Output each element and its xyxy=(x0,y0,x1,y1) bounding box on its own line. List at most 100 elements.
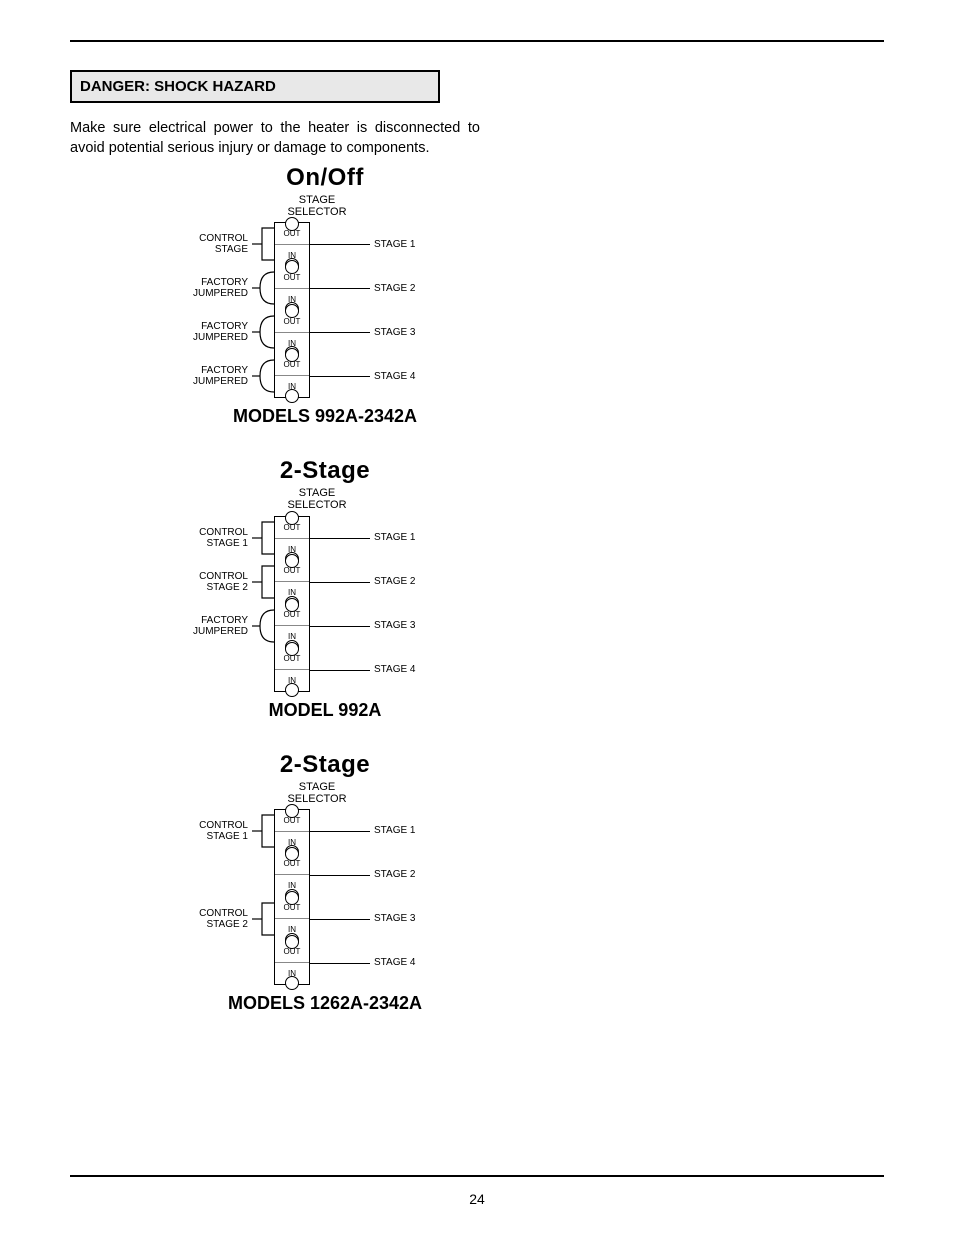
bracket-icon xyxy=(252,310,274,354)
right-label: STAGE 2 xyxy=(370,266,510,310)
terminal-circle-icon xyxy=(285,598,299,612)
terminal-circle-icon xyxy=(285,847,299,861)
terminal-out: OUT xyxy=(275,354,309,376)
stage-row: FACTORYJUMPEREDOUTINSTAGE 2 xyxy=(140,266,510,310)
selector-cell: OUTIN xyxy=(274,354,310,398)
diagrams-container: On/OffSTAGESELECTORCONTROLSTAGEOUTINSTAG… xyxy=(70,164,884,1014)
wiring-diagram: On/OffSTAGESELECTORCONTROLSTAGEOUTINSTAG… xyxy=(140,164,510,427)
right-label: STAGE 1 xyxy=(370,809,510,853)
right-label: STAGE 4 xyxy=(370,648,510,692)
left-label: FACTORYJUMPERED xyxy=(140,266,252,310)
right-label: STAGE 2 xyxy=(370,853,510,897)
left-label: CONTROLSTAGE 1 xyxy=(140,516,252,560)
terminal-out: OUT xyxy=(275,310,309,333)
bracket-icon xyxy=(252,941,274,985)
left-label: CONTROLSTAGE xyxy=(140,222,252,266)
stage-row: CONTROLSTAGE 2OUTINSTAGE 3 xyxy=(140,897,510,941)
models-label: MODELS 992A-2342A xyxy=(140,406,510,427)
bracket-icon xyxy=(252,648,274,692)
left-label: FACTORYJUMPERED xyxy=(140,310,252,354)
right-label: STAGE 3 xyxy=(370,897,510,941)
diagram-title: 2-Stage xyxy=(140,457,510,485)
selector-cell: OUTIN xyxy=(274,648,310,692)
stage-selector-label: STAGESELECTOR xyxy=(270,194,364,218)
connector-line xyxy=(310,222,370,266)
left-label xyxy=(140,941,252,985)
connector-line xyxy=(310,310,370,354)
terminal-out: OUT xyxy=(275,810,309,832)
terminal-circle-icon xyxy=(285,642,299,656)
bracket-icon xyxy=(252,897,274,941)
bottom-rule xyxy=(70,1175,884,1177)
danger-box: DANGER: SHOCK HAZARD xyxy=(70,70,440,103)
terminal-in: IN xyxy=(275,670,309,691)
terminal-out: OUT xyxy=(275,648,309,670)
warning-text: Make sure electrical power to the heater… xyxy=(70,119,480,158)
terminal-out: OUT xyxy=(275,223,309,245)
left-label: CONTROLSTAGE 2 xyxy=(140,897,252,941)
top-rule xyxy=(70,40,884,42)
right-label: STAGE 1 xyxy=(370,222,510,266)
bracket-icon xyxy=(252,809,274,853)
terminal-circle-icon xyxy=(285,554,299,568)
bracket-icon xyxy=(252,516,274,560)
wiring-diagram: 2-StageSTAGESELECTORCONTROLSTAGE 1OUTINS… xyxy=(140,457,510,720)
diagram-title: 2-Stage xyxy=(140,751,510,779)
terminal-circle-icon xyxy=(285,976,299,990)
stage-row: FACTORYJUMPERED OUTIN STAGE 4 xyxy=(140,354,510,398)
bracket-icon xyxy=(252,222,274,266)
connector-line xyxy=(310,560,370,604)
terminal-out: OUT xyxy=(275,560,309,583)
left-label: CONTROLSTAGE 1 xyxy=(140,809,252,853)
terminal-circle-icon xyxy=(285,511,299,525)
bracket-icon xyxy=(252,604,274,648)
stage-row: OUTINSTAGE 2 xyxy=(140,853,510,897)
wiring-diagram: 2-StageSTAGESELECTORCONTROLSTAGE 1OUTINS… xyxy=(140,751,510,1014)
right-label: STAGE 4 xyxy=(370,941,510,985)
stage-selector-label: STAGESELECTOR xyxy=(270,487,364,511)
terminal-circle-icon xyxy=(285,389,299,403)
terminal-circle-icon xyxy=(285,804,299,818)
right-label: STAGE 3 xyxy=(370,604,510,648)
right-label: STAGE 3 xyxy=(370,310,510,354)
connector-line xyxy=(310,853,370,897)
right-label: STAGE 4 xyxy=(370,354,510,398)
terminal-circle-icon xyxy=(285,217,299,231)
left-label xyxy=(140,853,252,897)
left-label: FACTORYJUMPERED xyxy=(140,354,252,398)
terminal-circle-icon xyxy=(285,891,299,905)
models-label: MODEL 992A xyxy=(140,700,510,721)
terminal-circle-icon xyxy=(285,304,299,318)
stage-row: FACTORYJUMPEREDOUTINSTAGE 3 xyxy=(140,604,510,648)
terminal-in: IN xyxy=(275,376,309,397)
bracket-icon xyxy=(252,560,274,604)
stage-row: OUTINSTAGE 4 xyxy=(140,941,510,985)
terminal-out: OUT xyxy=(275,604,309,627)
connector-line xyxy=(310,809,370,853)
right-label: STAGE 1 xyxy=(370,516,510,560)
bracket-icon xyxy=(252,853,274,897)
danger-heading: DANGER: SHOCK HAZARD xyxy=(80,78,276,95)
stage-row: CONTROLSTAGEOUTINSTAGE 1 xyxy=(140,222,510,266)
terminal-out: OUT xyxy=(275,853,309,876)
bracket-icon xyxy=(252,354,274,398)
models-label: MODELS 1262A-2342A xyxy=(140,993,510,1014)
terminal-circle-icon xyxy=(285,260,299,274)
connector-line xyxy=(310,266,370,310)
left-label: CONTROLSTAGE 2 xyxy=(140,560,252,604)
connector-line xyxy=(310,354,370,398)
bracket-icon xyxy=(252,266,274,310)
connector-line xyxy=(310,941,370,985)
terminal-out: OUT xyxy=(275,517,309,539)
terminal-out: OUT xyxy=(275,941,309,963)
right-label: STAGE 2 xyxy=(370,560,510,604)
page-number: 24 xyxy=(0,1191,954,1207)
stage-row: CONTROLSTAGE 1OUTINSTAGE 1 xyxy=(140,809,510,853)
stage-row: CONTROLSTAGE 1OUTINSTAGE 1 xyxy=(140,516,510,560)
stage-selector-label: STAGESELECTOR xyxy=(270,781,364,805)
terminal-out: OUT xyxy=(275,897,309,920)
connector-line xyxy=(310,897,370,941)
stage-row: OUTIN STAGE 4 xyxy=(140,648,510,692)
page: DANGER: SHOCK HAZARD Make sure electrica… xyxy=(0,0,954,1235)
terminal-circle-icon xyxy=(285,683,299,697)
